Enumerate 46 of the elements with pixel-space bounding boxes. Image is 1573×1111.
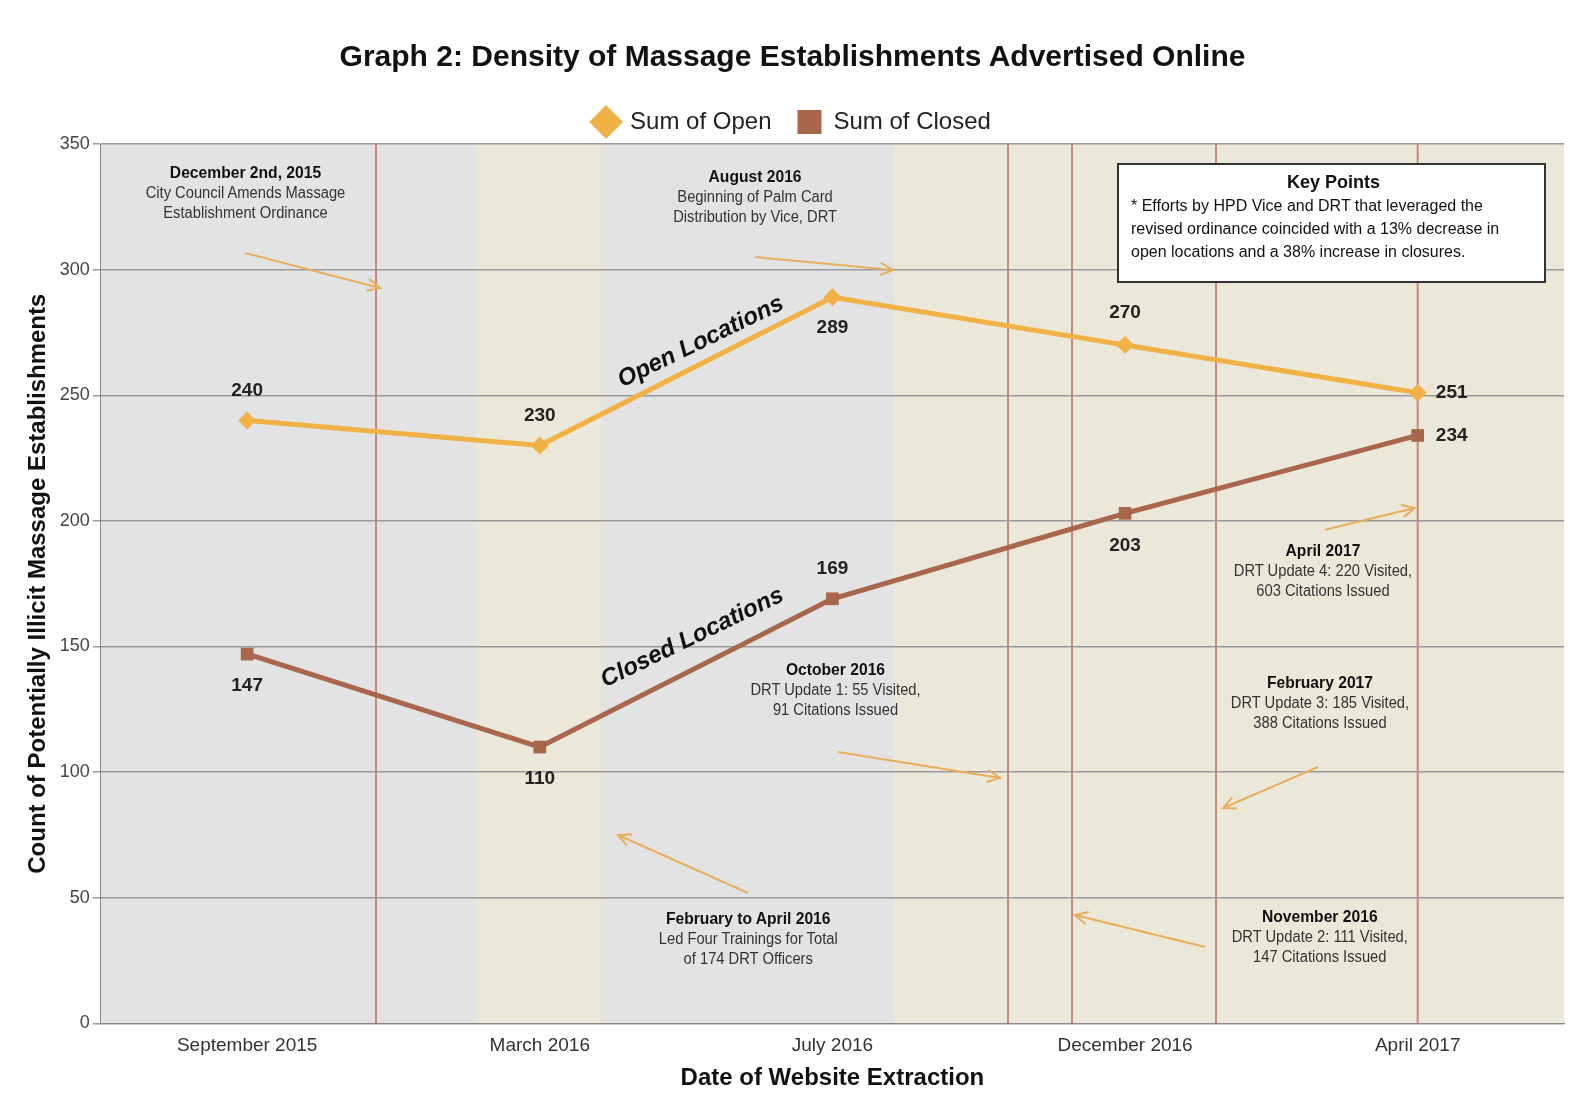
data-label: 234 (1435, 423, 1468, 445)
x-tick-label: April 2017 (1374, 1034, 1461, 1056)
annotation: August 2016 Beginning of Palm Card Distribution by Vice, DRT (673, 167, 838, 227)
y-tick-label: 350 (59, 132, 90, 153)
data-label: 110 (524, 767, 556, 789)
point (533, 740, 547, 754)
annotation: October 2016 DRT Update 1: 55 Visited, 91 Citations Issued (749, 660, 921, 720)
y-tick-label: 100 (59, 761, 90, 782)
point (530, 436, 549, 455)
point (823, 288, 842, 307)
annotation: April 2017 DRT Update 4: 220 Visited, 603 Citations Issued (1233, 541, 1413, 601)
point (1408, 383, 1427, 402)
y-tick-label: 250 (59, 384, 90, 405)
chart-title: Graph 2: Density of Massage Establishments Advertised Online (339, 39, 1246, 73)
x-tick-label: September 2015 (176, 1034, 318, 1056)
data-label: 230 (523, 403, 556, 425)
point (826, 592, 839, 606)
point (1116, 336, 1135, 355)
annotation: December 2nd, 2015 City Council Amends Massage Establishment Ordinance (145, 163, 345, 223)
data-label: 289 (816, 315, 849, 337)
y-axis-title: Count of Potentially Illicit Massage Establishments (23, 293, 51, 874)
y-tick-label: 150 (59, 635, 90, 656)
annotation: November 2016 DRT Update 2: 111 Visited, 147 Citations Issued (1231, 907, 1408, 967)
x-tick-label: July 2016 (791, 1034, 874, 1056)
data-label: 240 (231, 378, 263, 400)
annotation: February 2017 DRT Update 3: 185 Visited, 388 Citations Issued (1230, 673, 1410, 733)
point (238, 411, 257, 430)
data-label: 169 (816, 557, 849, 579)
data-label: 251 (1435, 380, 1468, 402)
y-tick-label: 50 (69, 886, 90, 907)
annotation: Key Points * Efforts by HPD Vice and DRT that leveraged the revised ordinance coincided with a 13% decrease in open locations and a 38% increase in closures. (1130, 171, 1501, 262)
data-label: 270 (1109, 301, 1141, 323)
annotation: February to April 2016 Led Four Trainings for Total of 174 DRT Officers (658, 909, 838, 969)
y-tick-label: 200 (59, 509, 90, 530)
y-tick-label: 300 (59, 258, 90, 279)
legend-label: Sum of Open (630, 106, 772, 134)
data-label: 203 (1109, 533, 1141, 555)
legend-label: Sum of Closed (833, 106, 991, 134)
x-axis-title: Date of Website Extraction (680, 1063, 985, 1091)
data-label: 147 (231, 674, 263, 696)
point (1411, 429, 1425, 442)
x-tick-label: December 2016 (1057, 1034, 1193, 1056)
x-tick-label: March 2016 (489, 1034, 590, 1056)
point (1118, 506, 1132, 520)
y-tick-label: 0 (79, 1012, 90, 1033)
point (240, 647, 254, 661)
